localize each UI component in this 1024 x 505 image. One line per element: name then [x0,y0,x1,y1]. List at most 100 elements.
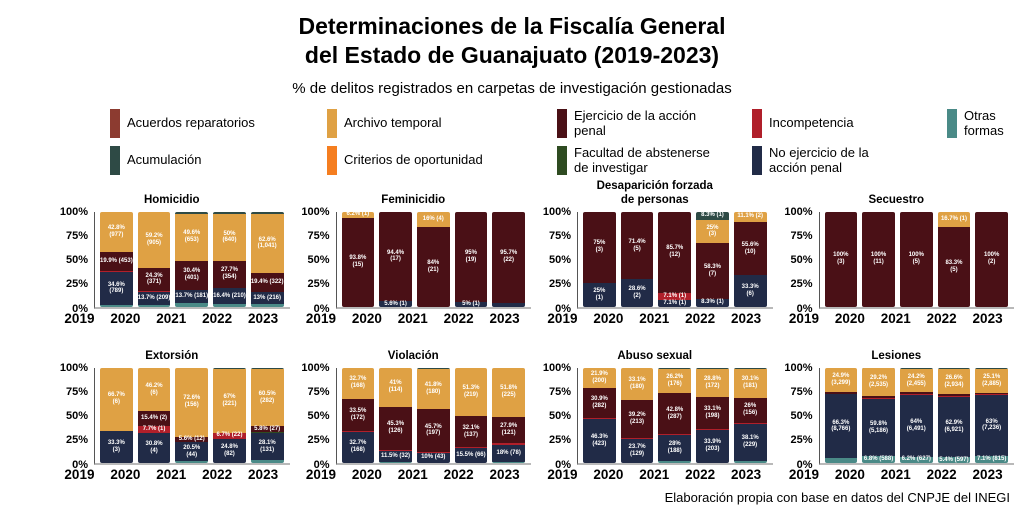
y-tick-label: 100% [301,361,330,374]
legend-label: Criterios de oportunidad [344,152,483,168]
segment-archivo_temporal: 32.7% (168) [341,367,375,399]
segment-label: 6.2% (627) [901,456,931,463]
x-label-2020: 2020 [110,310,141,326]
y-tick-label: 100% [301,205,330,218]
bar-2023: 51.8% (225) 27.9% (121) 18% (78) [492,367,526,463]
segment-label: 15.4% (2) [141,415,168,422]
y-tick-label: 75% [790,229,813,242]
segment-ejercicio_accion_penal [975,392,1009,395]
segment-label: 30.8% (4) [145,441,163,454]
plot-secuestro: 100% 75% 50% 25% 0% 100% (3) 100% (11) 100% (5)… [779,206,1014,315]
segment-label: 33.9% (203) [703,439,721,453]
bars-area: 66.7% (6) 33.3% (3) 46.2% (6) 15.4% (2) 7.7%… [94,367,290,465]
segment-label: 46.2% (6) [145,382,163,396]
segment-archivo_temporal: 26.2% (176) [658,368,692,394]
y-axis: 100% 75% 50% 25% 0% [537,362,577,471]
chart-secuestro: Secuestro 100% 75% 50% 25% 0% 100% (3) 100% (11… [779,182,1014,326]
segment-label: 42.8% (287) [666,406,684,420]
bars-area: 32.7% (168) 33.5% (172) 32.7% (168) 41% (11… [335,367,531,465]
segment-label: 20.5% (44) [183,444,201,458]
bar-2020: 100% (11) [862,211,895,307]
x-axis-labels: 2019 2020 2021 2022 2023 [537,309,773,326]
segment-ejercicio_accion_penal: 94.4% (17) [379,211,412,302]
segment-ejercicio_accion_penal: 5.6% (12) [175,436,209,442]
segment-archivo_temporal: 41% (114) [379,367,412,407]
x-label-2021: 2021 [880,310,911,326]
x-label-2019: 2019 [305,466,336,482]
segment-otras_formas [137,304,171,307]
bar-2021: 24.2% (2,455) 64% (6,491) 6.2% (627) [899,367,933,463]
segment-label: 66.3% (8,766) [831,419,851,433]
y-axis: 100% 75% 50% 25% 0% [54,362,94,471]
segment-otras_formas [824,458,858,463]
segment-ejercicio_accion_penal: 24.3% (371) [137,267,171,291]
chart-desaparicion-forzada: Desaparición forzada de personas 100% 75% 5… [537,180,773,326]
segment-label: 41% (114) [388,380,403,394]
segment-ejercicio_accion_penal: 100% (5) [899,211,933,307]
segment-otras_formas [250,304,284,307]
legend-label: Acumulación [127,152,202,168]
bar-2023: 60.5% (282) 5.8% (27) 28.1% (131) [250,367,284,463]
y-axis: 100% 75% 50% 25% 0% [296,362,336,471]
x-label-2023: 2023 [731,466,762,482]
segment-incompetencia: 7.1% (1) [658,293,692,300]
segment-archivo_temporal: 62.6% (1,041) [250,213,284,274]
bar-2022: 95% (19) 5% (1) [454,211,488,307]
x-label-2019: 2019 [788,310,819,326]
segment-label: 100% (3) [833,252,849,266]
segment-archivo_temporal: 25.1% (2,885) [975,368,1009,393]
segment-ejercicio_accion_penal: 95% (19) [454,211,488,302]
segment-archivo_temporal: 21.9% (200) [583,367,616,389]
segment-no_ejercicio_accion_penal: 34.6% (789) [100,272,133,305]
segment-label: 45.7% (197) [424,423,442,437]
segment-label: 95.7% (22) [500,250,518,264]
segment-ejercicio_accion_penal: 5.8% (27) [250,426,284,432]
segment-label: 5% (1) [462,300,480,307]
segment-no_ejercicio_accion_penal: 28.1% (131) [250,433,284,460]
segment-incompetencia: 6.7% (22) [213,432,246,440]
segment-label: 71.4% (5) [628,238,646,252]
legend-item-no_ejercicio_accion_penal: No ejercicio de la acción penal [752,145,947,176]
plot-desaparicion-forzada: 100% 75% 50% 25% 0% 75% (3) 25% (1) 71.4% (5) 28… [537,206,773,315]
y-tick-label: 25% [548,278,571,291]
segment-no_ejercicio_accion_penal: 13.7% (181) [175,290,209,304]
y-tick-label: 75% [307,385,330,398]
segment-label: 24.2% (2,455) [906,373,926,387]
segment-otras_formas [175,303,209,307]
segment-otras_formas [213,303,246,307]
y-tick-label: 0% [72,458,88,471]
x-label-2020: 2020 [351,466,382,482]
legend-swatch-ejercicio_accion_penal [557,109,567,139]
bar-2022: 67% (221) 6.7% (22) 24.8% (82) [213,367,246,463]
bar-2023: 11.1% (2) 55.6% (10) 33.3% (6) [733,211,767,307]
segment-archivo_temporal: 51.3% (219) [454,367,488,417]
segment-incompetencia [492,443,526,445]
bar-2021: 16% (4) 84% (21) [416,211,450,307]
chart-title-abuso-sexual: Abuso sexual [617,349,693,362]
bar-2019: 6.2% (1) 93.8% (15) [341,211,375,307]
segment-facultad_abstenerse [250,431,284,434]
y-tick-label: 25% [307,278,330,291]
y-tick-label: 0% [72,302,88,315]
segment-ejercicio_accion_penal: 27.9% (121) [492,416,526,444]
segment-archivo_temporal: 24.2% (2,455) [899,369,933,393]
segment-label: 33.1% (180) [628,376,646,390]
segment-ejercicio_accion_penal: 42.8% (287) [658,393,692,434]
segment-label: 32.7% (168) [349,376,367,390]
chart-title-feminicidio: Feminicidio [381,193,446,206]
segment-label: 18% (78) [496,449,521,456]
segment-ejercicio_accion_penal: 93.8% (15) [341,217,375,307]
segment-label: 11.5% (32) [381,452,411,459]
y-tick-label: 0% [555,302,571,315]
segment-ejercicio_accion_penal [899,392,933,395]
segment-label: 16% (4) [422,215,444,222]
segment-no_ejercicio_accion_penal: 23.7% (129) [620,439,654,463]
y-tick-label: 100% [784,205,813,218]
segment-incompetencia [658,433,692,435]
x-label-2022: 2022 [202,466,233,482]
plot-lesiones: 100% 75% 50% 25% 0% 24.9% (3,299) 66.3% (8,766… [779,362,1014,471]
legend-swatch-no_ejercicio_accion_penal [752,146,762,176]
segment-acumulacion [250,211,284,214]
bar-2019: 42.8% (977) 19.9% (453) 34.6% (789) [100,211,133,307]
segment-label: 27.7% (354) [220,267,238,281]
